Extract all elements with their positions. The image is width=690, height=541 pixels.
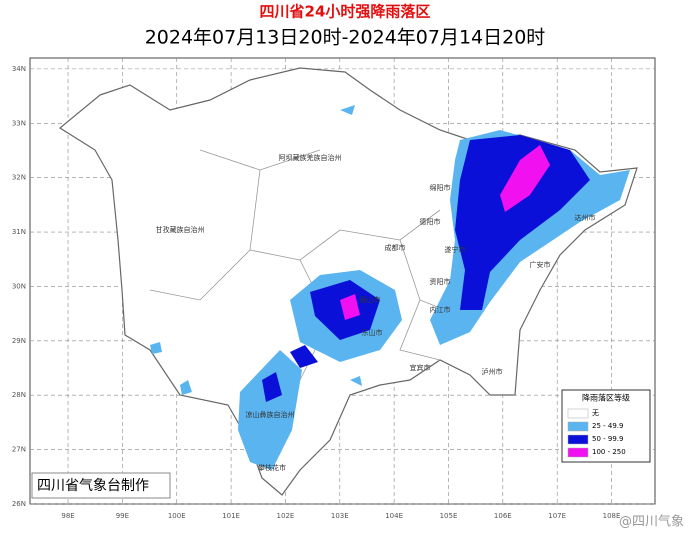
title: 四川省24小时强降雨落区 (260, 3, 431, 21)
region-label: 资阳市 (430, 277, 451, 286)
legend-label: 25 - 49.9 (592, 422, 623, 430)
legend-label: 50 - 99.9 (592, 435, 623, 443)
y-tick-label: 33N (12, 119, 26, 127)
y-tick-label: 32N (12, 174, 26, 182)
legend-title: 降雨落区等级 (582, 393, 630, 403)
region-label: 攀枝花市 (258, 463, 286, 472)
region-label: 眉山市 (360, 295, 381, 304)
y-tick-label: 27N (12, 446, 26, 454)
x-tick-label: 99E (116, 512, 129, 520)
rain-area (290, 345, 318, 368)
rain-area (340, 294, 360, 320)
region-label: 阿坝藏族羌族自治州 (279, 153, 342, 162)
region-label: 广安市 (530, 260, 551, 269)
region-label: 德阳市 (420, 217, 441, 226)
x-tick-label: 102E (277, 512, 295, 520)
region-label: 乐山市 (362, 328, 383, 337)
region-label: 绵阳市 (430, 183, 451, 192)
x-tick-label: 105E (440, 512, 458, 520)
x-tick-label: 100E (168, 512, 186, 520)
footer: 四川省气象台制作 (37, 478, 149, 494)
y-tick-label: 26N (12, 500, 26, 508)
x-tick-label: 107E (548, 512, 566, 520)
rain-area (455, 135, 590, 310)
region-label: 泸州市 (482, 367, 503, 376)
legend-label: 100 - 250 (592, 448, 626, 456)
region-label: 内江市 (430, 305, 451, 314)
y-tick-label: 34N (12, 65, 26, 73)
region-label: 遂宁市 (445, 245, 466, 254)
footer-box (31, 472, 171, 499)
legend-label: 无 (592, 409, 599, 417)
region-label: 甘孜藏族自治州 (156, 225, 205, 234)
y-tick-label: 30N (12, 282, 26, 290)
x-tick-label: 106E (494, 512, 512, 520)
region-label: 宜宾市 (410, 363, 431, 372)
region-label: 成都市 (385, 243, 406, 252)
x-tick-label: 103E (331, 512, 349, 520)
y-tick-label: 31N (12, 228, 26, 236)
legend-swatch (567, 447, 589, 458)
subtitle: 2024年07月13日20时-2024年07月14日20时 (145, 27, 546, 49)
x-tick-label: 104E (385, 512, 403, 520)
watermark: @四川气象 (619, 514, 684, 530)
x-tick-label: 108E (603, 512, 621, 520)
legend-swatch (567, 421, 589, 432)
x-tick-label: 101E (222, 512, 240, 520)
y-tick-label: 28N (12, 391, 26, 399)
x-tick-label: 98E (61, 512, 74, 520)
legend-swatch (567, 408, 589, 419)
rain-area (238, 350, 302, 470)
rain-area (500, 145, 550, 212)
y-tick-label: 29N (12, 337, 26, 345)
region-label: 凉山彝族自治州 (246, 410, 295, 419)
region-label: 达州市 (575, 213, 596, 222)
rain-area (262, 372, 282, 402)
legend-swatch (567, 434, 589, 445)
